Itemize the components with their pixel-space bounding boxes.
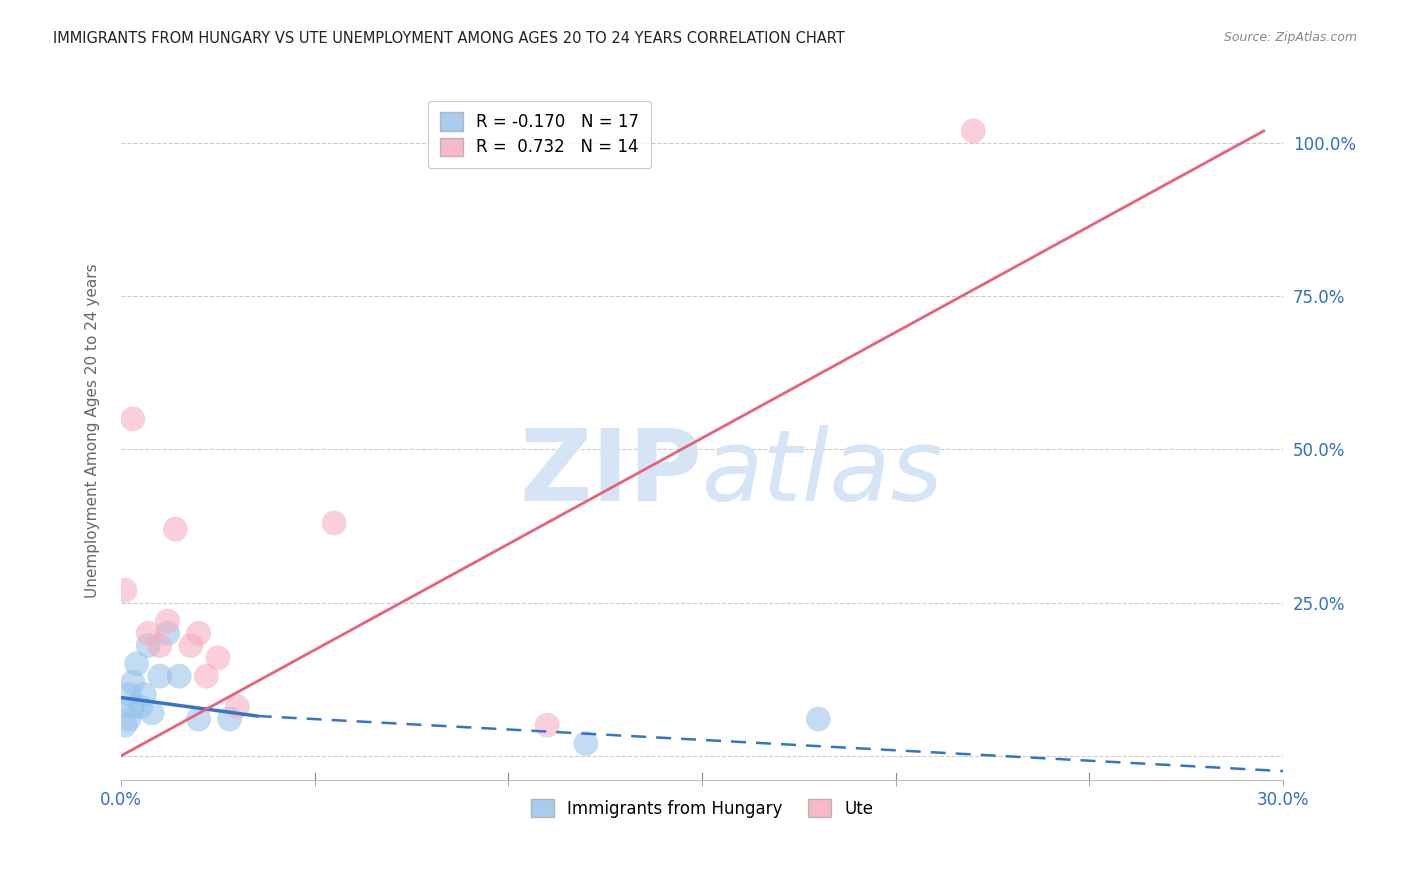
Point — [149, 669, 172, 683]
Point — [118, 688, 141, 702]
Point — [167, 669, 190, 683]
Point — [121, 675, 143, 690]
Point — [118, 712, 141, 726]
Point — [218, 712, 240, 726]
Point — [129, 699, 152, 714]
Point — [134, 688, 156, 702]
Point — [125, 657, 148, 671]
Point — [180, 639, 202, 653]
Point — [207, 650, 229, 665]
Point — [165, 522, 187, 536]
Y-axis label: Unemployment Among Ages 20 to 24 years: Unemployment Among Ages 20 to 24 years — [86, 264, 100, 599]
Point — [156, 614, 179, 628]
Point — [323, 516, 346, 530]
Point — [136, 639, 159, 653]
Text: ZIP: ZIP — [519, 425, 702, 522]
Point — [141, 706, 163, 720]
Point — [121, 699, 143, 714]
Point — [149, 639, 172, 653]
Point — [121, 412, 143, 426]
Point — [136, 626, 159, 640]
Point — [187, 626, 209, 640]
Point — [187, 712, 209, 726]
Point — [195, 669, 218, 683]
Text: IMMIGRANTS FROM HUNGARY VS UTE UNEMPLOYMENT AMONG AGES 20 TO 24 YEARS CORRELATIO: IMMIGRANTS FROM HUNGARY VS UTE UNEMPLOYM… — [53, 31, 845, 46]
Legend: Immigrants from Hungary, Ute: Immigrants from Hungary, Ute — [524, 792, 880, 824]
Point — [807, 712, 830, 726]
Point — [962, 124, 984, 138]
Point — [114, 583, 136, 598]
Point — [575, 737, 598, 751]
Text: Source: ZipAtlas.com: Source: ZipAtlas.com — [1223, 31, 1357, 45]
Point — [536, 718, 558, 732]
Text: atlas: atlas — [702, 425, 943, 522]
Point — [114, 718, 136, 732]
Point — [226, 699, 249, 714]
Point — [156, 626, 179, 640]
